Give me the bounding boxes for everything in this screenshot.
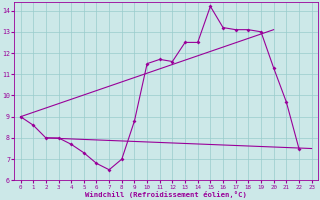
X-axis label: Windchill (Refroidissement éolien,°C): Windchill (Refroidissement éolien,°C) (85, 191, 247, 198)
